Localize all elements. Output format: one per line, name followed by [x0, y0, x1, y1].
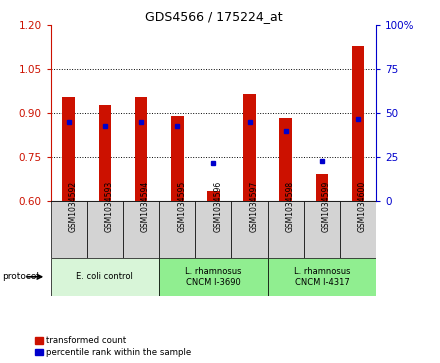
- Bar: [268, 258, 376, 296]
- Bar: [340, 201, 376, 258]
- Bar: [62, 97, 75, 201]
- Bar: [51, 258, 159, 296]
- Bar: [159, 258, 268, 296]
- Bar: [123, 201, 159, 258]
- Text: GSM1034597: GSM1034597: [249, 180, 259, 232]
- Text: GSM1034600: GSM1034600: [358, 180, 367, 232]
- Text: GSM1034592: GSM1034592: [69, 180, 78, 232]
- Text: GSM1034593: GSM1034593: [105, 180, 114, 232]
- Text: protocol: protocol: [2, 272, 39, 281]
- Text: GSM1034596: GSM1034596: [213, 180, 222, 232]
- Title: GDS4566 / 175224_at: GDS4566 / 175224_at: [145, 10, 282, 23]
- Bar: [279, 118, 292, 201]
- Bar: [207, 191, 220, 201]
- Bar: [87, 201, 123, 258]
- Bar: [99, 105, 111, 201]
- Bar: [315, 174, 328, 201]
- Bar: [159, 201, 195, 258]
- Bar: [268, 201, 304, 258]
- Text: GSM1034599: GSM1034599: [322, 180, 331, 232]
- Bar: [171, 117, 183, 201]
- Bar: [304, 201, 340, 258]
- Bar: [51, 201, 87, 258]
- Text: GSM1034598: GSM1034598: [286, 180, 295, 232]
- Bar: [352, 46, 364, 201]
- Bar: [243, 94, 256, 201]
- Text: GSM1034594: GSM1034594: [141, 180, 150, 232]
- Bar: [135, 97, 147, 201]
- Text: GSM1034595: GSM1034595: [177, 180, 186, 232]
- Bar: [231, 201, 268, 258]
- Text: E. coli control: E. coli control: [77, 272, 133, 281]
- Text: L. rhamnosus
CNCM I-3690: L. rhamnosus CNCM I-3690: [185, 267, 242, 287]
- Legend: transformed count, percentile rank within the sample: transformed count, percentile rank withi…: [35, 336, 191, 357]
- Bar: [195, 201, 231, 258]
- Text: L. rhamnosus
CNCM I-4317: L. rhamnosus CNCM I-4317: [293, 267, 350, 287]
